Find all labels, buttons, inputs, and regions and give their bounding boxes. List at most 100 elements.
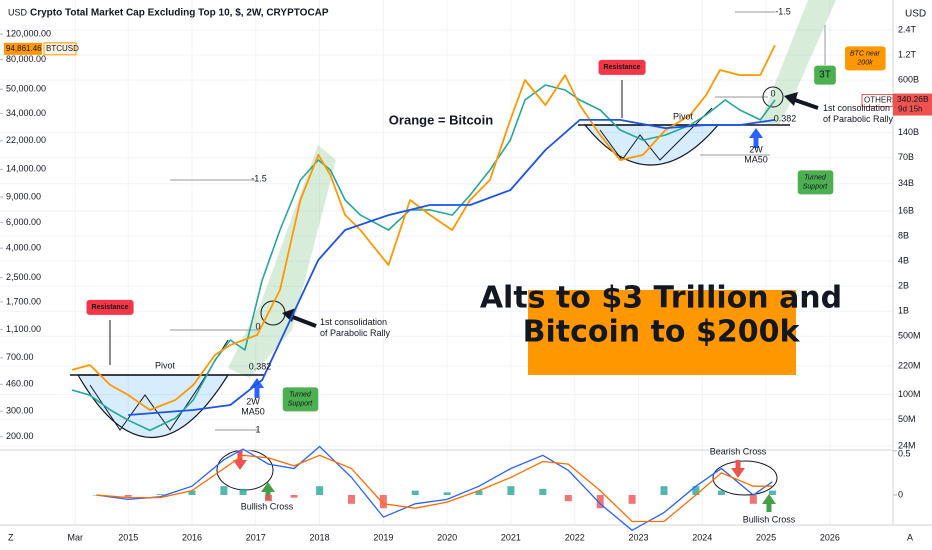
arrow-head xyxy=(282,308,296,322)
annotation-text: Resistance xyxy=(604,64,641,71)
last-value-badge xyxy=(893,93,932,116)
y2-tick-label: 80,000.00 xyxy=(6,54,46,64)
annotation: Bullish Cross xyxy=(241,501,294,511)
annotation-text: 3T xyxy=(819,70,831,81)
annotation-text: Resistance xyxy=(92,304,129,311)
y-tick-label: 1.2T xyxy=(898,49,917,59)
annotation: Turned Support xyxy=(282,387,319,412)
annotation-text: BTC near xyxy=(850,50,881,57)
annotation-text: 1 xyxy=(255,424,260,434)
annotation-text: 2W xyxy=(749,144,763,154)
x-tick-label: 2019 xyxy=(373,532,393,542)
macd-histogram-bar xyxy=(628,495,636,504)
annotation: 0.382 xyxy=(249,361,272,371)
projection-zone xyxy=(228,145,336,378)
annotation-text: Bullish Cross xyxy=(743,514,796,524)
x-tick-label: 2025 xyxy=(756,532,776,542)
annotation-text: MA50 xyxy=(241,406,265,416)
annotation: -1.5 xyxy=(775,6,791,16)
last-value-label: 94,861.46 xyxy=(6,44,42,53)
y2-tick-label: 4,000.00 xyxy=(6,243,41,253)
x-tick-label: 2020 xyxy=(437,532,457,542)
annotation-badge xyxy=(797,170,834,195)
y-tick-label: 24M xyxy=(898,440,916,450)
annotation-badge xyxy=(528,290,796,375)
highlight-circle xyxy=(762,86,784,108)
y-tick-label: 34B xyxy=(898,178,914,188)
arrow-head xyxy=(784,92,798,106)
annotation-text: -1.5 xyxy=(775,6,791,16)
macd-histogram-bar xyxy=(564,495,572,502)
y-tick-label: 220M xyxy=(898,360,921,370)
arrow-head xyxy=(762,494,776,504)
annotation: Bearish Cross xyxy=(710,446,767,456)
y-tick-label: 500M xyxy=(898,331,921,341)
annotation-text: of Parabolic Rally xyxy=(823,114,894,124)
highlight-ellipse xyxy=(712,460,778,496)
y2-tick-label: 50,000.00 xyxy=(6,84,46,94)
annotation-text: 0 xyxy=(255,321,260,331)
annotation: 1 xyxy=(255,424,260,434)
series-name-badge xyxy=(43,42,77,56)
x-tick-label: 2022 xyxy=(565,532,585,542)
x-tick-label: 2016 xyxy=(182,532,202,542)
annotation-text: Alts to $3 Trillion and xyxy=(480,281,842,316)
y-tick-label: 70B xyxy=(898,152,914,162)
annotation-text: 0 xyxy=(770,88,775,98)
last-value-label: 340.26B xyxy=(897,94,929,104)
y2-tick-label: 14,000.00 xyxy=(6,164,46,174)
annotation: Pivot xyxy=(155,360,176,370)
annotation-text: Support xyxy=(288,400,314,407)
y-tick-label: 100M xyxy=(898,389,921,399)
corner-label[interactable]: A xyxy=(907,532,913,542)
macd-histogram-bar xyxy=(188,490,196,495)
annotation-text: 200k xyxy=(856,59,873,66)
annotation-badge xyxy=(598,59,646,75)
x-tick-label: 2021 xyxy=(501,532,521,542)
macd-histogram-bar xyxy=(239,488,247,495)
annotation-badge xyxy=(86,299,134,315)
series-line xyxy=(71,44,776,411)
y-tick-label: 16B xyxy=(898,205,914,215)
corner-label[interactable]: Z xyxy=(8,532,14,542)
last-value-badge xyxy=(4,42,42,55)
annotation: Turned Support xyxy=(797,170,834,195)
countdown: 9d 15h xyxy=(898,105,922,114)
macd-histogram-bar xyxy=(316,486,324,495)
macd-histogram-bar xyxy=(379,495,387,509)
annotation-text: Pivot xyxy=(155,360,176,370)
x-tick-label: 2015 xyxy=(118,532,138,542)
annotation-text: Bearish Cross xyxy=(710,446,767,456)
annotation: 3T xyxy=(814,65,836,85)
arrow xyxy=(289,314,317,328)
y2-tick-label: 22,000.00 xyxy=(6,135,46,145)
annotation-text: MA50 xyxy=(744,154,768,164)
macd-macd-line xyxy=(96,445,773,532)
macd-histogram-bar xyxy=(220,486,228,495)
annotation-text: Orange = Bitcoin xyxy=(389,112,493,127)
annotation: Resistance xyxy=(598,59,646,75)
y2-tick-label: 460.00 xyxy=(6,379,34,389)
arrow-head xyxy=(261,482,275,492)
y2-tick-label: 300.00 xyxy=(6,406,34,416)
annotation-badge xyxy=(814,65,836,85)
y2-tick-label: 9,000.00 xyxy=(6,191,41,201)
y2-tick-label: 120,000.00 xyxy=(6,28,51,38)
y2-tick-label: 34,000.00 xyxy=(6,108,46,118)
arrow xyxy=(791,97,819,110)
left-unit: USD xyxy=(8,7,28,17)
macd-histogram-bar xyxy=(539,488,547,495)
y-tick-label: 2B xyxy=(898,281,909,291)
annotation: Orange = Bitcoin xyxy=(389,112,493,127)
macd-tick-label: 0.5 xyxy=(898,448,911,458)
arrow-head xyxy=(233,460,247,470)
macd-histogram-bar xyxy=(156,494,164,495)
macd-histogram-bar xyxy=(475,490,483,495)
macd-histogram-bar xyxy=(265,495,273,502)
macd-histogram-bar xyxy=(124,495,132,497)
annotation-text: Bitcoin to $200k xyxy=(523,315,801,350)
